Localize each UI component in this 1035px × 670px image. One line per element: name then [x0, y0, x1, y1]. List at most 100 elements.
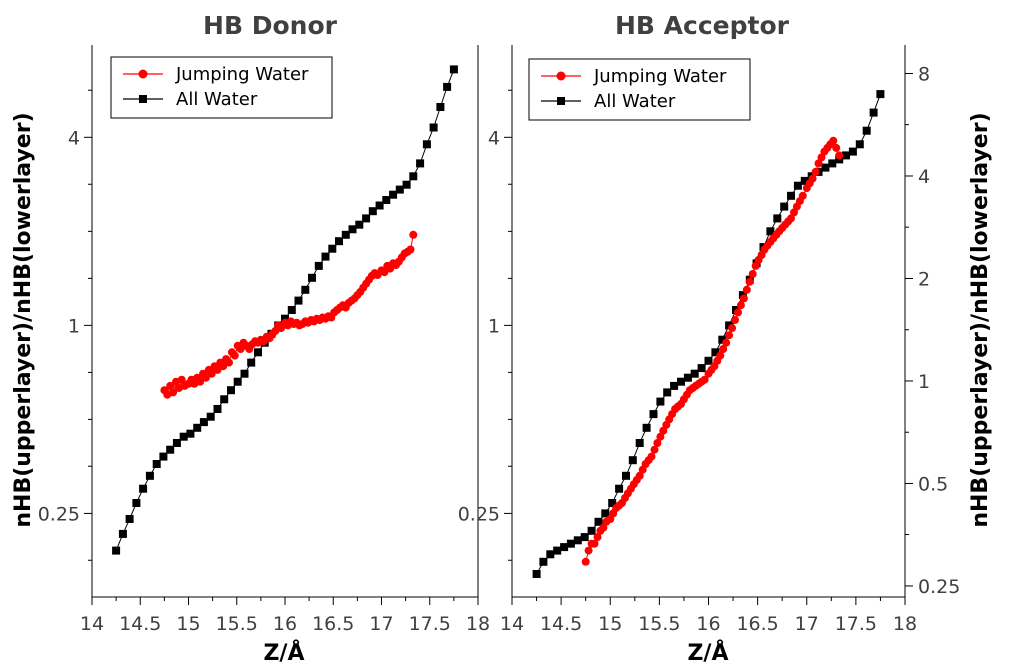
- data-point-all-water: [213, 405, 222, 413]
- data-point-jumping-water: [219, 362, 228, 371]
- x-tick-label: 14.5: [540, 613, 582, 635]
- data-point-jumping-water: [814, 159, 823, 168]
- data-point-jumping-water: [650, 445, 659, 454]
- y-tick-label: 0.25: [458, 503, 500, 525]
- y2-tick-label: 0.25: [918, 576, 960, 598]
- data-point-all-water: [622, 471, 630, 480]
- data-point-jumping-water: [653, 439, 662, 447]
- data-point-all-water: [793, 181, 802, 190]
- data-point-all-water: [321, 252, 330, 261]
- data-point-all-water: [206, 412, 215, 421]
- data-point-jumping-water: [166, 381, 175, 390]
- data-point-all-water: [635, 439, 644, 447]
- data-point-all-water: [348, 225, 357, 234]
- panel-title-hb-acceptor: HB Acceptor: [615, 11, 790, 40]
- data-point-jumping-water: [177, 375, 186, 384]
- x-tick-label: 17.5: [409, 613, 451, 635]
- data-point-all-water: [294, 296, 303, 305]
- data-point-all-water: [573, 536, 582, 545]
- data-point-all-water: [416, 159, 425, 168]
- data-point-all-water: [341, 230, 350, 239]
- x-axis-title-left: Z/Å: [263, 640, 304, 666]
- data-point-all-water: [436, 103, 445, 111]
- y-tick-label: 4: [488, 127, 500, 149]
- data-point-all-water: [663, 388, 672, 397]
- data-point-jumping-water: [169, 388, 178, 397]
- data-point-all-water: [375, 201, 384, 210]
- data-point-all-water: [172, 439, 181, 447]
- y-axis-title-left: nHB(upperlayer)/nHB(lowerlayer): [11, 112, 36, 527]
- x-tick-label: 18: [893, 613, 917, 635]
- x-tick-label: 14: [500, 613, 524, 635]
- data-point-all-water: [787, 191, 795, 200]
- data-point-jumping-water: [230, 351, 239, 360]
- data-point-all-water: [553, 546, 562, 555]
- data-point-all-water: [429, 123, 438, 132]
- y2-tick-label: 4: [918, 166, 930, 188]
- data-point-all-water: [773, 214, 782, 223]
- data-point-jumping-water: [700, 375, 709, 384]
- data-point-all-water: [862, 126, 871, 135]
- legend: Jumping Water All Water: [528, 58, 751, 121]
- x-tick-label: 17.5: [835, 613, 877, 635]
- data-point-all-water: [227, 386, 235, 395]
- plot-area-right: 14 14.5 15 15.5 16 16.5 17 17.5 180.25140.250.51…: [458, 45, 960, 635]
- data-point-all-water: [683, 373, 692, 382]
- data-point-all-water: [780, 202, 789, 211]
- data-point-jumping-water: [213, 365, 222, 374]
- data-point-jumping-water: [635, 471, 644, 480]
- data-point-jumping-water: [716, 351, 725, 360]
- panel-hb-donor: HB Donor Z/Å nHB(upperlayer)/nHB(lowerla…: [11, 11, 490, 666]
- legend-marker-circle: [138, 69, 148, 79]
- data-point-jumping-water: [409, 230, 418, 239]
- x-axis-title-right: Z/Å: [687, 640, 728, 666]
- data-point-jumping-water: [590, 539, 599, 548]
- data-point-all-water: [560, 543, 569, 552]
- data-point-jumping-water: [808, 174, 817, 183]
- data-point-all-water: [186, 429, 195, 438]
- data-point-all-water: [532, 570, 541, 578]
- data-point-jumping-water: [207, 369, 216, 378]
- panel-hb-acceptor: HB Acceptor Z/Å nHB(upperlayer)/nHB(lowe…: [458, 11, 993, 666]
- data-point-jumping-water: [584, 546, 593, 555]
- data-point-all-water: [587, 526, 596, 535]
- data-point-all-water: [389, 190, 398, 199]
- data-point-all-water: [125, 515, 134, 523]
- data-point-all-water: [656, 397, 665, 406]
- data-point-jumping-water: [719, 345, 728, 353]
- data-point-all-water: [869, 108, 878, 117]
- legend-marker-square: [557, 97, 565, 105]
- data-point-jumping-water: [581, 557, 590, 566]
- y2-axis-title-right: nHB(upperlayer)/nHB(lowerlayer): [968, 112, 993, 527]
- data-point-all-water: [642, 423, 651, 432]
- data-point-all-water: [539, 557, 548, 566]
- data-point-all-water: [118, 529, 127, 538]
- data-point-all-water: [546, 550, 555, 559]
- data-point-all-water: [308, 273, 316, 282]
- data-point-all-water: [828, 159, 837, 168]
- data-point-jumping-water: [201, 373, 210, 382]
- y-tick-label: 0.25: [38, 503, 80, 525]
- data-point-all-water: [220, 395, 229, 404]
- data-point-all-water: [247, 358, 256, 367]
- data-point-all-water: [314, 261, 323, 270]
- data-point-jumping-water: [739, 294, 748, 303]
- data-point-jumping-water: [829, 136, 838, 145]
- data-point-all-water: [368, 207, 377, 216]
- x-tick-label: 14: [80, 613, 104, 635]
- x-tick-label: 15.5: [638, 613, 680, 635]
- x-tick-label: 16.5: [736, 613, 778, 635]
- data-point-jumping-water: [798, 191, 807, 200]
- x-tick-label: 17: [369, 613, 393, 635]
- data-point-jumping-water: [380, 268, 389, 277]
- data-point-all-water: [145, 471, 154, 480]
- panel-title-hb-donor: HB Donor: [203, 11, 338, 40]
- data-point-all-water: [690, 369, 699, 378]
- data-point-jumping-water: [599, 523, 608, 532]
- data-point-all-water: [422, 140, 431, 149]
- data-point-all-water: [725, 321, 734, 330]
- plot-area-left: 14 14.5 15 15.5 16 16.5 17 17.5 180.2514Jumping …: [38, 45, 490, 635]
- data-point-jumping-water: [406, 245, 415, 254]
- legend: Jumping Water All Water: [110, 56, 333, 119]
- data-point-all-water: [179, 432, 188, 441]
